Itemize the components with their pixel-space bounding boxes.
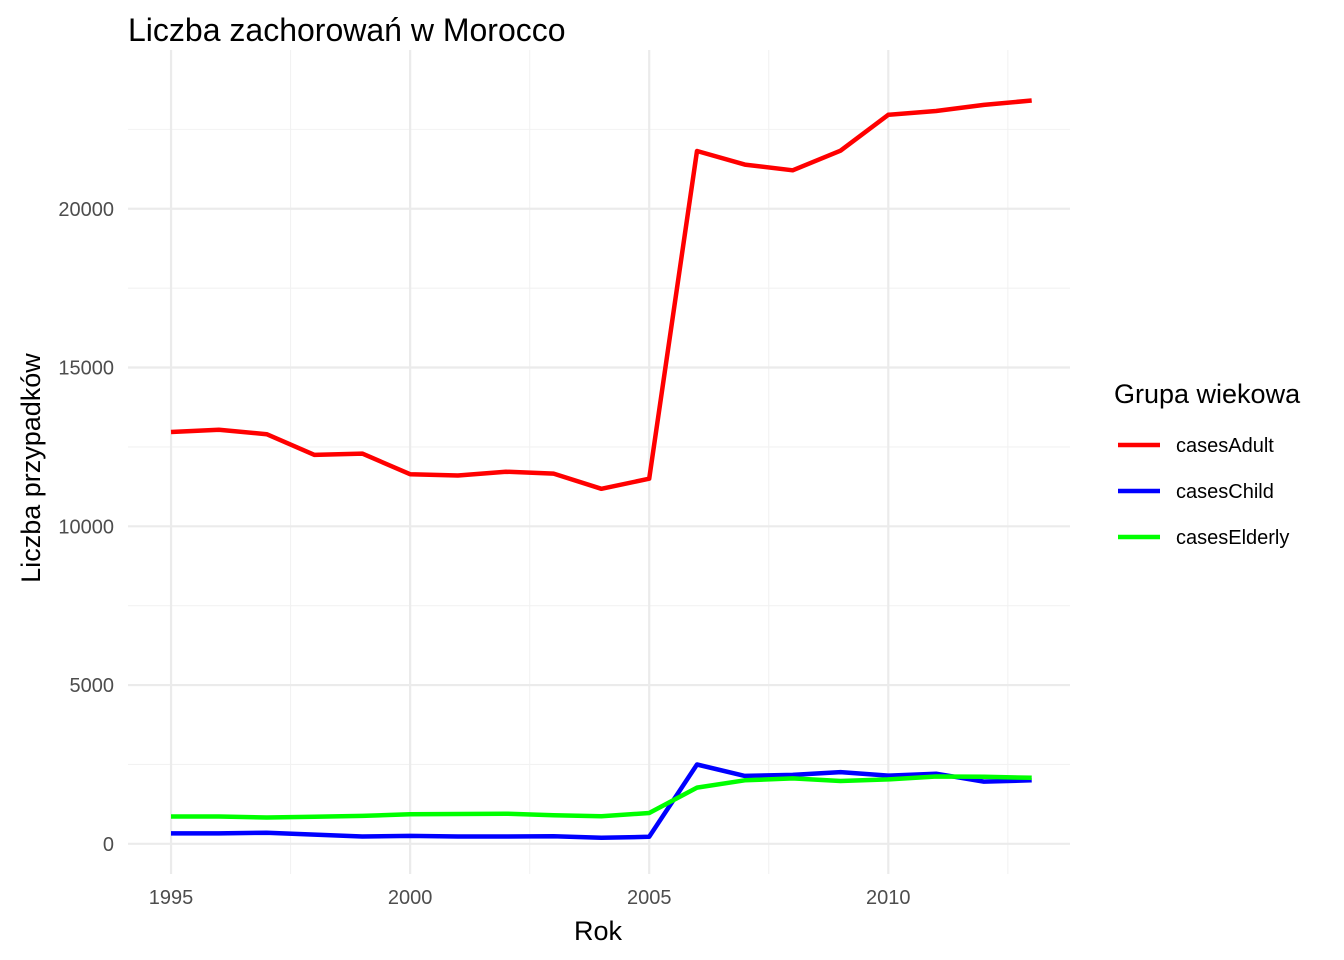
y-axis-ticks: 0 5000 10000 15000 20000 [58, 199, 114, 856]
series-lines [170, 98, 1032, 841]
y-axis-title: Liczba przypadków [16, 353, 46, 583]
y-tick-label: 0 [103, 834, 114, 856]
legend-label-casesChild: casesChild [1176, 481, 1274, 503]
y-tick-label: 20000 [58, 199, 114, 221]
legend-title: Grupa wiekowa [1114, 379, 1301, 409]
x-axis-ticks: 1995 2000 2005 2010 [149, 887, 911, 909]
x-tick-label: 1995 [149, 887, 194, 909]
series-line-casesAdult [170, 98, 1032, 492]
legend-label-casesElderly: casesElderly [1176, 527, 1289, 549]
y-tick-label: 5000 [70, 675, 115, 697]
y-tick-label: 15000 [58, 358, 114, 380]
x-axis-title: Rok [574, 916, 623, 946]
x-tick-label: 2005 [627, 887, 672, 909]
chart-title: Liczba zachorowań w Morocco [128, 12, 566, 48]
x-tick-label: 2010 [866, 887, 911, 909]
x-tick-label: 2000 [388, 887, 433, 909]
y-tick-label: 10000 [58, 516, 114, 538]
legend: Grupa wiekowa casesAdult casesChild casesE… [1114, 379, 1301, 549]
grid [128, 50, 1070, 874]
series-line-casesChild [171, 762, 1032, 841]
series-line-casesElderly [171, 774, 1032, 820]
legend-label-casesAdult: casesAdult [1176, 435, 1274, 457]
